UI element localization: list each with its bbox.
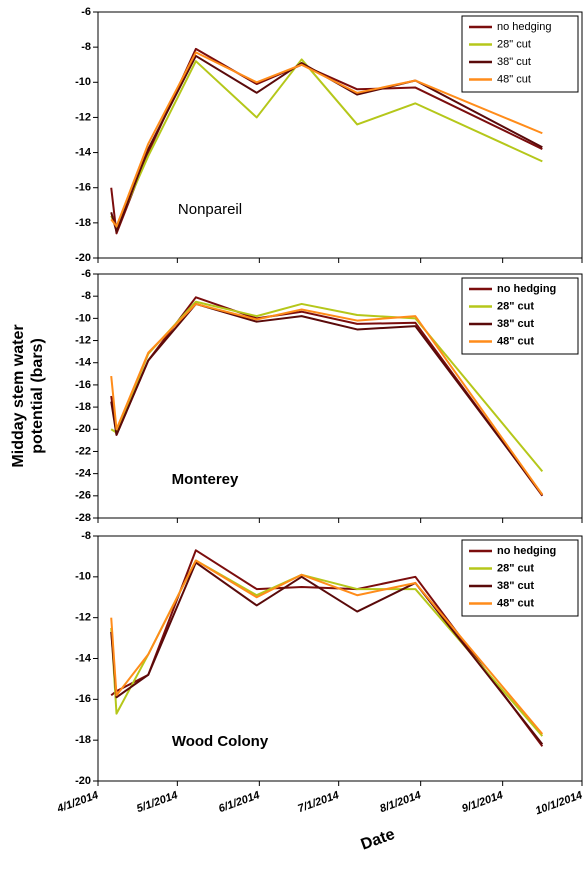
x-tick-label: 6/1/2014	[217, 789, 261, 815]
legend-label: no hedging	[497, 545, 556, 557]
legend-label: 48" cut	[497, 73, 531, 85]
series-line	[110, 561, 544, 745]
y-tick-label: -18	[75, 734, 91, 746]
y-tick-label: -8	[81, 530, 91, 542]
legend-label: no hedging	[497, 283, 556, 295]
x-tick-label: 5/1/2014	[135, 789, 179, 815]
y-tick-label: -16	[75, 379, 91, 391]
y-tick-label: -20	[75, 423, 91, 435]
x-tick-label: 7/1/2014	[296, 789, 340, 815]
y-tick-label: -18	[75, 217, 91, 229]
y-tick-label: -6	[81, 6, 91, 18]
y-tick-label: -12	[75, 612, 91, 624]
x-tick-label: 4/1/2014	[55, 789, 100, 815]
y-tick-label: -26	[75, 490, 91, 502]
x-tick-label: 8/1/2014	[378, 789, 422, 815]
panel-label: Nonpareil	[178, 201, 242, 218]
series-line	[110, 51, 543, 228]
legend-label: 28" cut	[497, 562, 534, 574]
y-tick-label: -14	[75, 652, 92, 664]
y-tick-label: -8	[81, 290, 91, 302]
y-tick-label: -14	[75, 357, 92, 369]
y-tick-label: -24	[75, 468, 92, 480]
y-tick-label: -12	[75, 334, 91, 346]
legend-label: 38" cut	[497, 318, 534, 330]
legend-label: 48" cut	[497, 597, 534, 609]
panel-label: Wood Colony	[172, 733, 269, 750]
legend-label: 28" cut	[497, 300, 534, 312]
legend-label: 38" cut	[497, 580, 534, 592]
y-tick-label: -10	[75, 76, 91, 88]
series-line	[110, 302, 544, 496]
y-tick-label: -6	[81, 268, 91, 280]
y-tick-label: -28	[75, 512, 91, 524]
y-tick-label: -20	[75, 252, 91, 264]
plot-frame	[97, 11, 583, 259]
y-axis-label: Midday stem water potential (bars)	[10, 324, 46, 468]
y-tick-label: -18	[75, 401, 91, 413]
legend-label: no hedging	[497, 21, 551, 33]
plot-frame	[97, 273, 583, 519]
y-tick-label: -12	[75, 111, 91, 123]
y-tick-label: -20	[75, 775, 91, 787]
y-tick-label: -8	[81, 41, 91, 53]
legend-label: 28" cut	[497, 38, 531, 50]
y-tick-label: -10	[75, 312, 91, 324]
legend-label: 38" cut	[497, 56, 531, 68]
x-tick-label: 9/1/2014	[460, 789, 504, 815]
series-line	[110, 559, 544, 737]
y-tick-label: -16	[75, 182, 91, 194]
x-tick-label: 10/1/2014	[534, 789, 584, 817]
y-tick-label: -22	[75, 445, 91, 457]
legend-label: 48" cut	[497, 335, 534, 347]
panel-label: Monterey	[172, 471, 239, 488]
y-tick-label: -10	[75, 571, 91, 583]
y-tick-label: -16	[75, 693, 91, 705]
y-tick-label: -14	[75, 146, 92, 158]
series-line	[110, 549, 544, 747]
series-line	[110, 559, 544, 735]
x-axis-label: Date	[359, 826, 398, 854]
series-line	[110, 302, 544, 496]
